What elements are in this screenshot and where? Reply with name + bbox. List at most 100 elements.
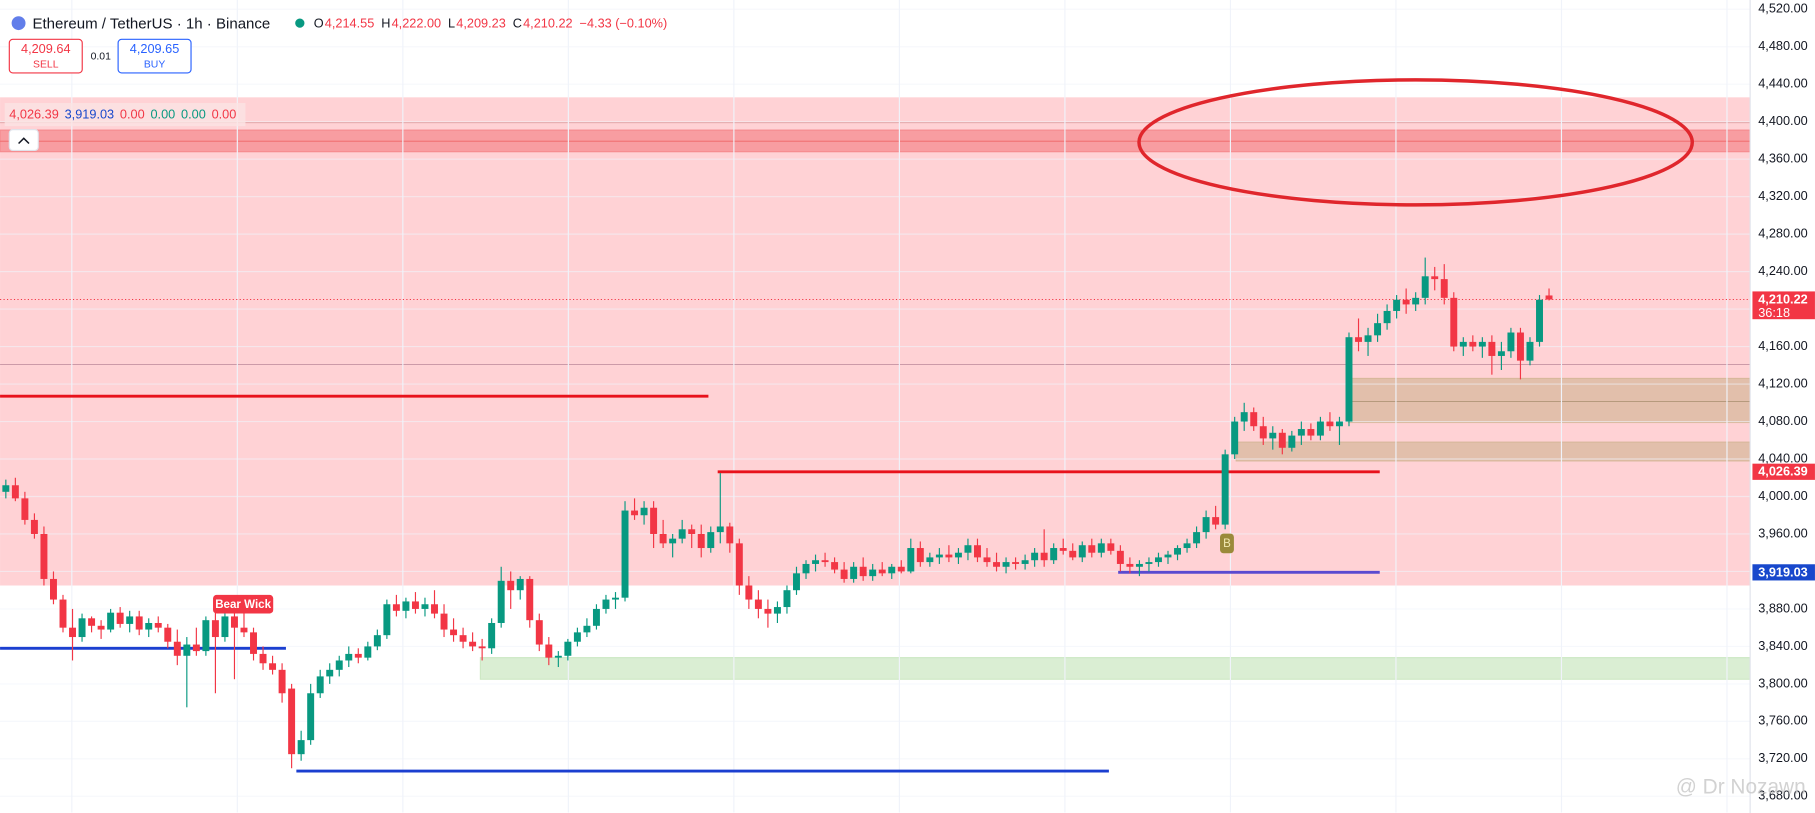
candle-body — [478, 646, 486, 649]
candle-body — [1126, 563, 1134, 567]
candle-body — [30, 519, 38, 534]
candle-body — [1183, 543, 1191, 549]
zone — [1235, 441, 1751, 462]
candle-body — [383, 604, 391, 636]
y-tick-label: 3,760.00 — [1758, 713, 1808, 728]
candle-body — [1421, 276, 1429, 298]
candle-body — [1135, 563, 1143, 567]
indicator-value: 0.00 — [150, 107, 175, 122]
candle-body — [88, 618, 96, 626]
sell-label: SELL — [33, 60, 59, 71]
candle-body — [707, 532, 715, 549]
candle-body — [1364, 335, 1372, 342]
candle-body — [507, 580, 515, 591]
candle-body — [145, 622, 153, 630]
indicator-value: 0.00 — [212, 107, 237, 122]
candle-body — [40, 533, 48, 579]
candle-body — [1516, 332, 1524, 361]
candle-body — [659, 533, 667, 544]
candle-body — [1231, 421, 1239, 455]
candle-body — [1097, 543, 1105, 553]
zones — [0, 97, 1751, 680]
candle-body — [297, 740, 305, 755]
candle-body — [1345, 337, 1353, 422]
y-tick-label: 4,400.00 — [1758, 113, 1808, 128]
buy-label: BUY — [144, 60, 165, 71]
candle-body — [907, 548, 915, 572]
candle-body — [192, 644, 200, 652]
indicator-values: 4,026.39 3,919.03 0.00 0.00 0.00 0.00 — [9, 107, 236, 122]
candle-body — [621, 510, 629, 598]
candle-body — [259, 653, 267, 664]
symbol: Ethereum / TetherUS · 1h · Binance — [32, 15, 270, 32]
buy-button[interactable] — [117, 38, 192, 74]
candle-body — [202, 620, 210, 652]
candle-body — [21, 498, 29, 520]
candle-body — [573, 632, 581, 642]
ohlc-label: O — [314, 16, 324, 31]
candle-body — [859, 566, 867, 577]
candle-body — [1278, 432, 1286, 448]
candle-body — [116, 612, 124, 624]
candle-body — [173, 641, 181, 656]
candle-body — [392, 604, 400, 611]
candle-body — [59, 599, 67, 628]
chevron — [18, 137, 30, 145]
y-tick-label: 3,880.00 — [1758, 600, 1808, 615]
price-tag — [1752, 463, 1815, 480]
candle-body — [1078, 545, 1086, 558]
candle-body — [1212, 517, 1220, 525]
candle-body — [164, 627, 172, 642]
collapse-button[interactable] — [8, 129, 39, 152]
marker: B — [1223, 538, 1231, 550]
candle-body — [1431, 276, 1439, 280]
y-tick-label: 4,480.00 — [1758, 38, 1808, 53]
candle-body — [631, 510, 639, 516]
candle-body — [450, 629, 458, 636]
candle-body — [1488, 341, 1496, 356]
candle-body — [1002, 562, 1010, 567]
candle-body — [1497, 351, 1505, 356]
candle-body — [974, 545, 981, 558]
candle-body — [554, 655, 562, 658]
candle-body — [326, 669, 334, 677]
candle-body — [107, 612, 115, 630]
candle-body — [526, 578, 534, 621]
price-tag-label: 4,210.22 — [1758, 291, 1808, 306]
candle-body — [669, 538, 677, 544]
candle-body — [1193, 532, 1201, 544]
candle-body — [307, 693, 315, 741]
indicator-value: 3,919.03 — [65, 107, 115, 122]
candle-body — [688, 529, 696, 534]
candle-body — [49, 578, 57, 600]
candle-body — [1069, 550, 1077, 558]
candle-body — [1269, 432, 1277, 439]
candle-body — [211, 620, 219, 638]
candle-body — [993, 562, 1001, 567]
candle-body — [221, 616, 229, 638]
candle-body — [135, 616, 143, 630]
candle-body — [545, 644, 553, 658]
candle-body — [612, 597, 619, 600]
candle-body — [592, 608, 600, 626]
candle-body — [678, 529, 686, 539]
candle-body — [459, 635, 467, 642]
candle-body — [469, 641, 477, 647]
ohlc-value: 4,214.55 — [325, 16, 375, 31]
candle-body — [78, 618, 86, 638]
candle-body — [802, 563, 810, 574]
candle-body — [1316, 421, 1324, 436]
ohlc-value: 4,210.22 — [523, 16, 573, 31]
candle-body — [1450, 297, 1458, 347]
spread: 0.01 — [91, 51, 111, 62]
candle-body — [1545, 295, 1553, 300]
annotation-box — [213, 594, 274, 614]
candle-body — [2, 485, 10, 492]
candle-body — [1164, 554, 1172, 558]
candle-body — [1202, 517, 1210, 533]
ohlc-value: 4,209.23 — [456, 16, 506, 31]
sell-button[interactable] — [8, 38, 83, 74]
candle-body — [869, 569, 877, 577]
candle-body — [1326, 421, 1334, 427]
